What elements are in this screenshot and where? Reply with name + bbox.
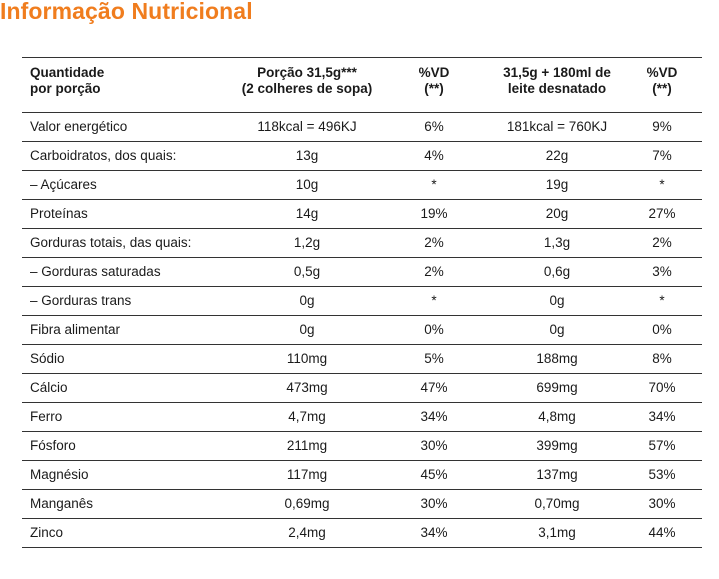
- table-row: Zinco 2,4mg 34% 3,1mg 44%: [22, 519, 702, 547]
- header-with-milk: 31,5g + 180ml de leite desnatado: [503, 65, 611, 96]
- portion-value: 4,7mg: [288, 409, 326, 424]
- table-header: Quantidade por porção Porção 31,5g*** (2…: [22, 58, 702, 113]
- with-milk-daily-value: 34%: [648, 409, 676, 424]
- portion-value: 0,69mg: [284, 496, 330, 511]
- with-milk-daily-value: 30%: [648, 496, 676, 511]
- portion-daily-value: 34%: [420, 525, 448, 540]
- table-row: Fósforo 211mg 30% 399mg 57%: [22, 432, 702, 461]
- portion-daily-value: 5%: [424, 351, 444, 366]
- table-row: – Gorduras trans 0g * 0g *: [22, 287, 702, 316]
- with-milk-daily-value: 70%: [648, 380, 676, 395]
- nutrient-name: Fibra alimentar: [30, 322, 121, 337]
- with-milk-value: 19g: [545, 177, 569, 192]
- with-milk-daily-value: 7%: [652, 148, 672, 163]
- with-milk-value: 1,3g: [543, 235, 571, 250]
- with-milk-daily-value: 57%: [648, 438, 676, 453]
- portion-daily-value: 0%: [424, 322, 444, 337]
- portion-daily-value: 47%: [420, 380, 448, 395]
- with-milk-daily-value: *: [659, 177, 665, 192]
- table-row: Magnésio 117mg 45% 137mg 53%: [22, 461, 702, 490]
- with-milk-value: 399mg: [536, 438, 578, 453]
- portion-daily-value: *: [431, 293, 437, 308]
- nutrition-table: Quantidade por porção Porção 31,5g*** (2…: [22, 57, 702, 548]
- with-milk-value: 699mg: [536, 380, 578, 395]
- header-portion: Porção 31,5g*** (2 colheres de sopa): [241, 65, 373, 96]
- portion-value: 13g: [295, 148, 319, 163]
- table-row: Valor energético 118kcal = 496KJ 6% 181kcal…: [22, 113, 702, 142]
- header-daily-value-portion: %VD (**): [418, 65, 450, 96]
- with-milk-value: 22g: [545, 148, 569, 163]
- page-title: Informação Nutricional: [0, 0, 253, 24]
- portion-value: 14g: [295, 206, 319, 221]
- with-milk-daily-value: 2%: [652, 235, 672, 250]
- header-quantity-per-portion: Quantidade por porção: [30, 65, 105, 96]
- nutrient-name: – Gorduras trans: [30, 293, 132, 308]
- with-milk-value: 0g: [549, 322, 565, 337]
- nutrient-name: – Gorduras saturadas: [30, 264, 161, 279]
- table-row: – Gorduras saturadas 0,5g 2% 0,6g 3%: [22, 258, 702, 287]
- portion-daily-value: 2%: [424, 264, 444, 279]
- with-milk-daily-value: *: [659, 293, 665, 308]
- portion-daily-value: 2%: [424, 235, 444, 250]
- with-milk-value: 137mg: [536, 467, 578, 482]
- table-row: Cálcio 473mg 47% 699mg 70%: [22, 374, 702, 403]
- table-row: Manganês 0,69mg 30% 0,70mg 30%: [22, 490, 702, 519]
- table-row: – Açúcares 10g * 19g *: [22, 171, 702, 200]
- portion-daily-value: 30%: [420, 496, 448, 511]
- table-row: Sódio 110mg 5% 188mg 8%: [22, 345, 702, 374]
- nutrient-name: Magnésio: [30, 467, 89, 482]
- portion-value: 0g: [299, 322, 315, 337]
- table-row: Gorduras totais, das quais: 1,2g 2% 1,3g 2%: [22, 229, 702, 258]
- portion-value: 118kcal = 496KJ: [257, 119, 357, 134]
- portion-value: 473mg: [286, 380, 328, 395]
- portion-value: 2,4mg: [288, 525, 326, 540]
- with-milk-daily-value: 27%: [648, 206, 676, 221]
- nutrient-name: Ferro: [30, 409, 63, 424]
- nutrient-name: Manganês: [30, 496, 94, 511]
- portion-value: 0,5g: [293, 264, 321, 279]
- with-milk-value: 20g: [545, 206, 569, 221]
- nutrient-name: Proteínas: [30, 206, 88, 221]
- with-milk-value: 3,1mg: [538, 525, 576, 540]
- nutrient-name: Sódio: [30, 351, 65, 366]
- nutrient-name: Cálcio: [30, 380, 68, 395]
- header-daily-value-with-milk: %VD (**): [646, 65, 678, 96]
- portion-daily-value: *: [431, 177, 437, 192]
- with-milk-value: 0g: [549, 293, 565, 308]
- nutrient-name: Gorduras totais, das quais:: [30, 235, 192, 250]
- table-row: Proteínas 14g 19% 20g 27%: [22, 200, 702, 229]
- with-milk-value: 0,6g: [543, 264, 571, 279]
- table-body: Valor energético 118kcal = 496KJ 6% 181kcal…: [22, 113, 702, 547]
- table-row: Ferro 4,7mg 34% 4,8mg 34%: [22, 403, 702, 432]
- portion-daily-value: 19%: [420, 206, 448, 221]
- with-milk-daily-value: 9%: [652, 119, 672, 134]
- portion-value: 110mg: [286, 351, 328, 366]
- nutrient-name: Fósforo: [30, 438, 76, 453]
- with-milk-daily-value: 0%: [652, 322, 672, 337]
- portion-daily-value: 45%: [420, 467, 448, 482]
- nutrient-name: Zinco: [30, 525, 64, 540]
- with-milk-value: 181kcal = 760KJ: [506, 119, 608, 134]
- portion-daily-value: 34%: [420, 409, 448, 424]
- with-milk-daily-value: 53%: [648, 467, 676, 482]
- with-milk-value: 188mg: [536, 351, 578, 366]
- portion-daily-value: 4%: [424, 148, 444, 163]
- portion-value: 1,2g: [293, 235, 321, 250]
- nutrient-name: – Açúcares: [30, 177, 97, 192]
- with-milk-daily-value: 3%: [652, 264, 672, 279]
- nutrient-name: Carboidratos, dos quais:: [30, 148, 177, 163]
- portion-value: 0g: [299, 293, 315, 308]
- portion-value: 10g: [295, 177, 319, 192]
- with-milk-daily-value: 44%: [648, 525, 676, 540]
- with-milk-value: 4,8mg: [538, 409, 576, 424]
- nutrient-name: Valor energético: [30, 119, 128, 134]
- portion-value: 117mg: [286, 467, 328, 482]
- portion-value: 211mg: [286, 438, 328, 453]
- table-row: Carboidratos, dos quais: 13g 4% 22g 7%: [22, 142, 702, 171]
- with-milk-value: 0,70mg: [534, 496, 580, 511]
- portion-daily-value: 30%: [420, 438, 448, 453]
- portion-daily-value: 6%: [424, 119, 444, 134]
- table-row: Fibra alimentar 0g 0% 0g 0%: [22, 316, 702, 345]
- with-milk-daily-value: 8%: [652, 351, 672, 366]
